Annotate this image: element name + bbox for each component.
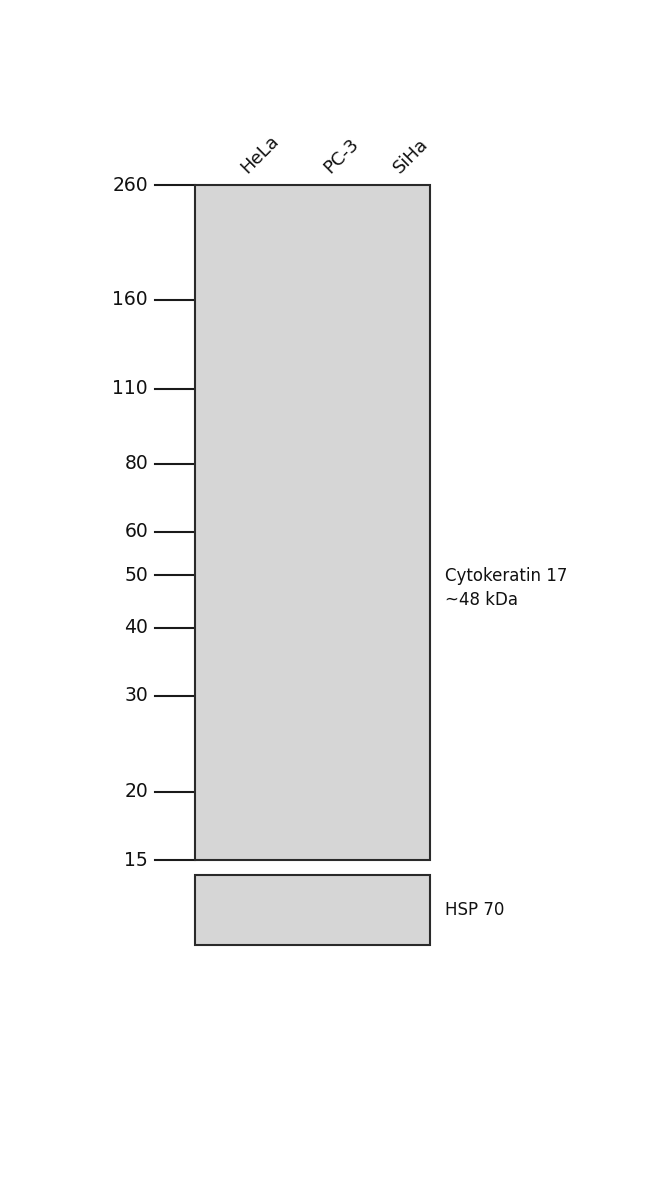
Text: HeLa: HeLa xyxy=(237,132,282,177)
Text: Cytokeratin 17: Cytokeratin 17 xyxy=(445,567,567,586)
Ellipse shape xyxy=(211,579,263,588)
Text: 160: 160 xyxy=(112,291,148,310)
Text: 20: 20 xyxy=(124,782,148,802)
Text: ~48 kDa: ~48 kDa xyxy=(445,591,518,610)
Text: 110: 110 xyxy=(112,379,148,398)
Text: 50: 50 xyxy=(124,566,148,585)
Ellipse shape xyxy=(201,892,273,928)
Ellipse shape xyxy=(341,580,399,587)
Ellipse shape xyxy=(287,892,354,928)
Ellipse shape xyxy=(197,575,277,594)
Text: 15: 15 xyxy=(124,850,148,869)
Text: 40: 40 xyxy=(124,618,148,637)
Text: 80: 80 xyxy=(124,455,148,473)
Ellipse shape xyxy=(325,576,415,593)
Text: SiHa: SiHa xyxy=(390,136,432,177)
Text: 260: 260 xyxy=(112,175,148,194)
Ellipse shape xyxy=(356,892,424,928)
Text: HSP 70: HSP 70 xyxy=(445,902,504,919)
Text: 30: 30 xyxy=(124,686,148,705)
Text: PC-3: PC-3 xyxy=(320,135,362,177)
Text: 60: 60 xyxy=(124,523,148,542)
